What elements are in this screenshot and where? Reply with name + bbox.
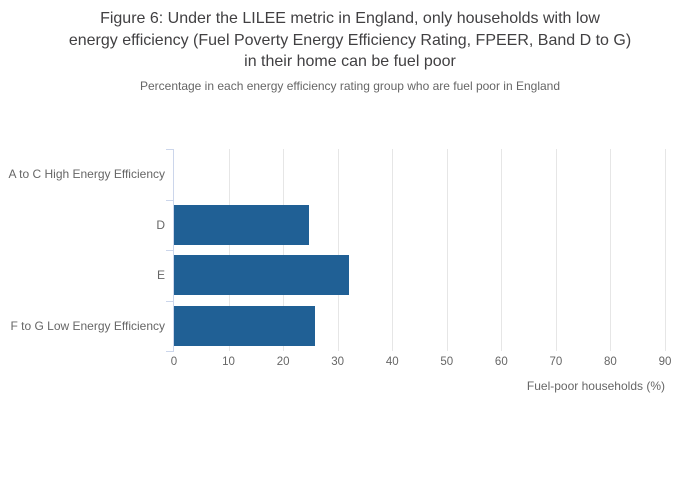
x-tick-label: 30 <box>331 356 345 368</box>
x-tick-label: 0 <box>170 356 178 368</box>
x-tick-label: 90 <box>658 356 672 368</box>
axis-tick <box>166 149 174 150</box>
y-axis-category-labels: A to C High Energy Efficiency D E F to G Lo… <box>0 149 165 351</box>
chart-title-line: in their home can be fuel poor <box>244 53 456 70</box>
gridline <box>610 149 612 351</box>
plot-area: 0 10 20 30 40 50 60 70 80 90 <box>166 149 671 368</box>
axis-tick <box>166 300 174 302</box>
x-tick-label: 50 <box>440 356 454 368</box>
gridline <box>501 149 503 351</box>
chart-title-line: energy efficiency (Fuel Poverty Energy E… <box>68 31 632 49</box>
gridline <box>446 149 448 351</box>
axis-tick <box>166 199 174 201</box>
chart-title: Figure 6: Under the LILEE metric in Engl… <box>0 8 700 73</box>
x-axis-title: Fuel-poor households (%) <box>526 379 665 393</box>
x-tick-label: 40 <box>385 356 399 368</box>
gridline <box>392 149 394 351</box>
category-label-a-to-c-high-energy-efficiency: A to C High Energy Efficiency <box>8 167 165 182</box>
x-tick-label: 60 <box>494 356 508 368</box>
chart-subtitle: Percentage in each energy efficiency rat… <box>139 79 561 93</box>
category-label-f-to-g-low-energy-efficiency: F to G Low Energy Efficiency <box>10 318 165 333</box>
bar-f-to-g-low-energy-efficiency[interactable] <box>174 305 316 346</box>
category-label-d: D <box>156 217 165 232</box>
gridline <box>665 149 666 351</box>
chart-title-line: Figure 6: Under the LILEE metric in Engl… <box>100 10 600 27</box>
axis-tick <box>166 350 174 352</box>
axis-tick <box>166 250 174 251</box>
bar-d[interactable] <box>174 204 310 245</box>
gridline <box>555 149 557 351</box>
gridline <box>337 149 339 351</box>
gridline <box>283 149 285 351</box>
x-tick-label: 20 <box>276 356 290 368</box>
bar-e[interactable] <box>174 255 349 296</box>
x-tick-label: 10 <box>222 356 235 368</box>
gridline <box>228 149 230 351</box>
category-label-e: E <box>156 268 165 283</box>
x-tick-label: 70 <box>549 356 563 368</box>
x-tick-label: 80 <box>604 356 617 368</box>
